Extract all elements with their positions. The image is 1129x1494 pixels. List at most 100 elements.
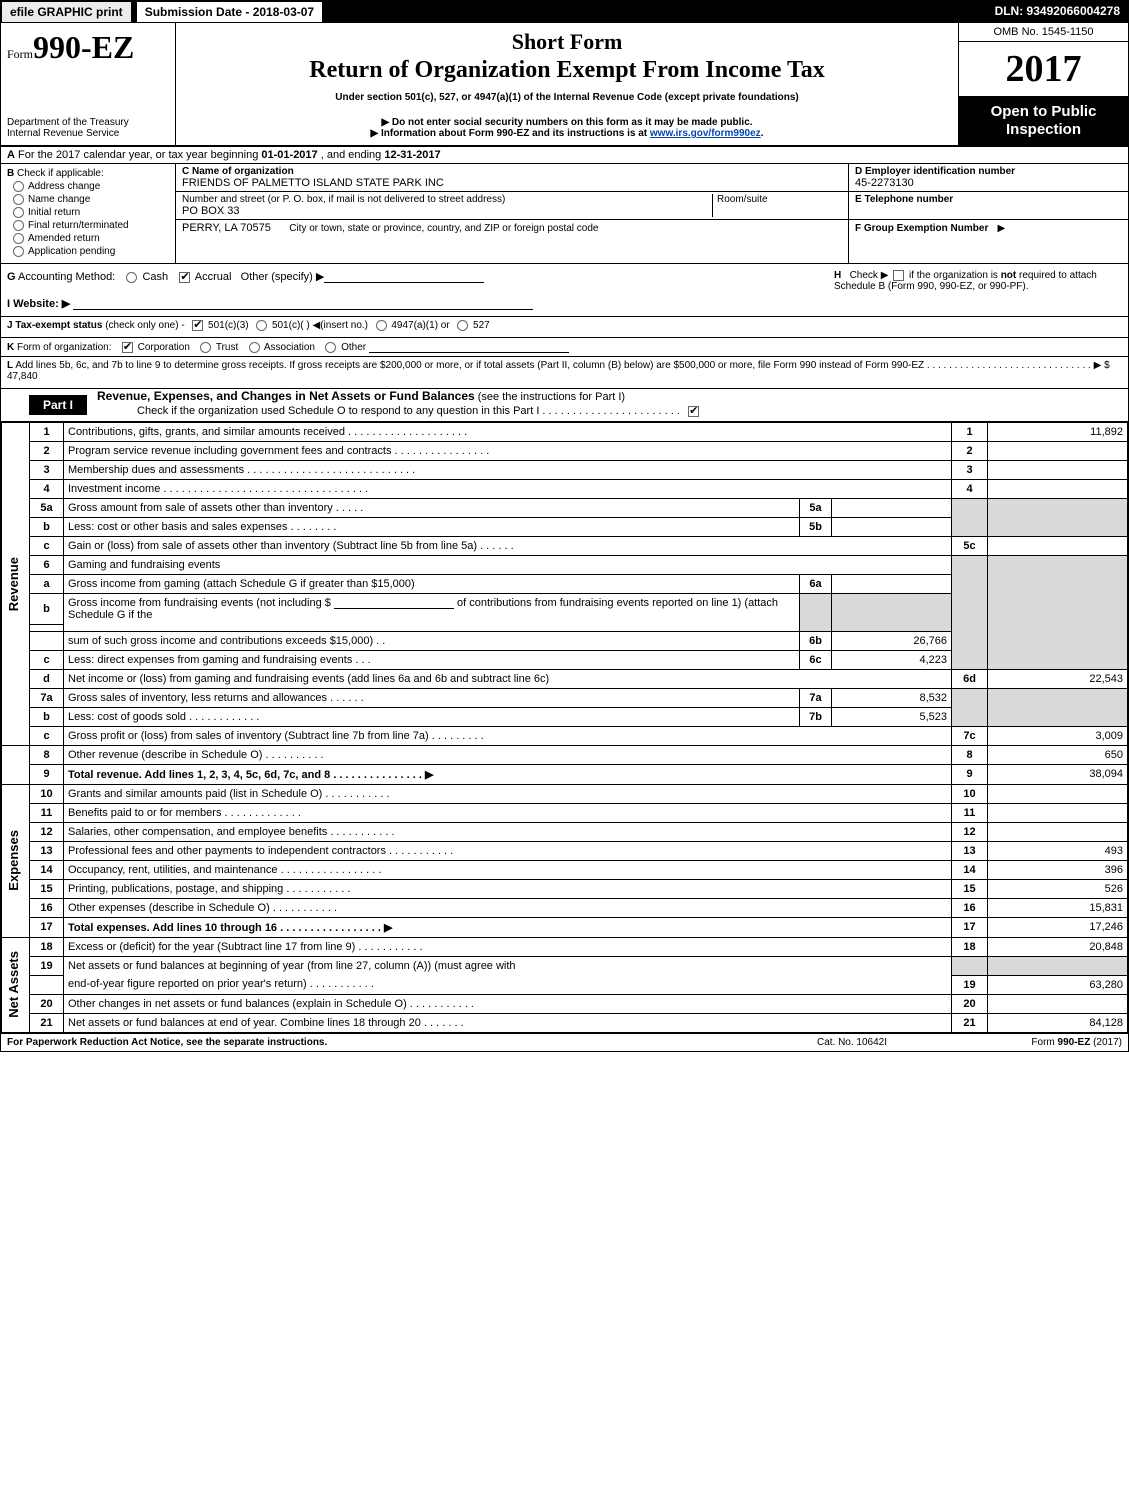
cb-name-change[interactable]: Name change [7, 194, 169, 205]
line-no: b [30, 518, 64, 537]
revenue-side-label: Revenue [2, 423, 30, 746]
j-501c[interactable] [256, 320, 267, 331]
sub-val: 5,523 [832, 707, 952, 726]
dln-number: DLN: 93492066004278 [987, 1, 1128, 23]
line-amt: 84,128 [988, 1013, 1128, 1032]
line-desc: Professional fees and other payments to … [64, 841, 952, 860]
l6b-blank[interactable] [334, 597, 454, 609]
sub-no: 5a [800, 499, 832, 518]
line-17: 17 Total expenses. Add lines 10 through … [2, 917, 1128, 937]
j-527[interactable] [457, 320, 468, 331]
radio-accrual[interactable] [179, 272, 190, 283]
line-num: 14 [952, 860, 988, 879]
line-13: 13 Professional fees and other payments … [2, 841, 1128, 860]
e-label: E Telephone number [855, 194, 1122, 205]
line-no: 5a [30, 499, 64, 518]
cb-final-return[interactable]: Final return/terminated [7, 220, 169, 231]
line-num: 15 [952, 879, 988, 898]
shade-cell [952, 556, 988, 670]
cb-label: Amended return [28, 233, 100, 244]
line-no: 14 [30, 860, 64, 879]
line-desc: Gross income from gaming (attach Schedul… [64, 575, 800, 594]
line-1: Revenue 1 Contributions, gifts, grants, … [2, 423, 1128, 442]
line-num: 11 [952, 803, 988, 822]
line-16: 16 Other expenses (describe in Schedule … [2, 898, 1128, 917]
k-other[interactable] [325, 342, 336, 353]
k-assoc[interactable] [249, 342, 260, 353]
sub-val: 4,223 [832, 650, 952, 669]
street-label: Number and street (or P. O. box, if mail… [182, 194, 712, 205]
sub-no: 5b [800, 518, 832, 537]
g-other-blank[interactable] [324, 271, 484, 283]
line-amt [988, 784, 1128, 803]
h-text1: Check ▶ [850, 270, 889, 281]
g-text: Accounting Method: [18, 271, 115, 283]
line-desc: Excess or (deficit) for the year (Subtra… [64, 937, 952, 956]
g-label: G [7, 271, 16, 283]
cb-label: Final return/terminated [28, 220, 129, 231]
line-19-top: 19 Net assets or fund balances at beginn… [2, 956, 1128, 975]
line-num: 9 [952, 764, 988, 784]
line-num: 1 [952, 423, 988, 442]
spacer [323, 1, 986, 23]
line-no: 11 [30, 803, 64, 822]
website-blank[interactable] [73, 298, 533, 310]
shade-cell [952, 688, 988, 726]
h-checkbox[interactable] [893, 270, 904, 281]
j-label: J Tax-exempt status [7, 320, 102, 331]
sub-no: 7b [800, 707, 832, 726]
footer-form-suffix: (2017) [1090, 1037, 1122, 1048]
cb-address-change[interactable]: Address change [7, 181, 169, 192]
open-to-public: Open to Public Inspection [959, 97, 1128, 145]
line-4: 4 Investment income . . . . . . . . . . … [2, 480, 1128, 499]
part1-checkbox[interactable] [688, 406, 699, 417]
line-6d: d Net income or (loss) from gaming and f… [2, 669, 1128, 688]
line-no: 16 [30, 898, 64, 917]
k-corp[interactable] [122, 342, 133, 353]
part1-title-text: Revenue, Expenses, and Changes in Net As… [97, 389, 475, 403]
line-no-blank [30, 631, 64, 650]
line-no: 9 [30, 764, 64, 784]
g-other: Other (specify) ▶ [241, 271, 325, 283]
line-desc: Total revenue. Add lines 1, 2, 3, 4, 5c,… [64, 764, 952, 784]
c-label: C Name of organization [182, 166, 842, 177]
line-18: Net Assets 18 Excess or (deficit) for th… [2, 937, 1128, 956]
line-no: c [30, 650, 64, 669]
line-14: 14 Occupancy, rent, utilities, and maint… [2, 860, 1128, 879]
cb-application-pending[interactable]: Application pending [7, 246, 169, 257]
part1-checkline: Check if the organization used Schedule … [87, 403, 1128, 421]
cb-initial-return[interactable]: Initial return [7, 207, 169, 218]
line-desc: sum of such gross income and contributio… [64, 631, 800, 650]
j-4947[interactable] [376, 320, 387, 331]
info-link[interactable]: www.irs.gov/form990ez [650, 128, 761, 139]
radio-icon [13, 233, 24, 244]
line-7c: c Gross profit or (loss) from sales of i… [2, 726, 1128, 745]
line-15: 15 Printing, publications, postage, and … [2, 879, 1128, 898]
line-num: 16 [952, 898, 988, 917]
k-other-blank[interactable] [369, 341, 569, 353]
cb-amended-return[interactable]: Amended return [7, 233, 169, 244]
cb-label: Application pending [28, 246, 115, 257]
section-k: K Form of organization: Corporation Trus… [1, 338, 1128, 357]
footer-mid: Cat. No. 10642I [742, 1037, 962, 1048]
radio-cash[interactable] [126, 272, 137, 283]
line-no-blank [30, 624, 64, 631]
k-text: Form of organization: [17, 342, 112, 353]
k-trust[interactable] [200, 342, 211, 353]
line-7a: 7a Gross sales of inventory, less return… [2, 688, 1128, 707]
efile-print-button[interactable]: efile GRAPHIC print [1, 1, 132, 23]
h-not: not [1001, 270, 1017, 281]
line-no: a [30, 575, 64, 594]
line-num: 3 [952, 461, 988, 480]
sub-val [832, 518, 952, 537]
cb-label: Address change [28, 181, 100, 192]
j-501c3[interactable] [192, 320, 203, 331]
c-street-row: Number and street (or P. O. box, if mail… [176, 192, 848, 220]
revenue-rotated: Revenue [6, 557, 21, 611]
line-no: 21 [30, 1013, 64, 1032]
line-num: 6d [952, 669, 988, 688]
line-no: c [30, 726, 64, 745]
line-no: 12 [30, 822, 64, 841]
section-l: L Add lines 5b, 6c, and 7b to line 9 to … [1, 357, 1128, 389]
form-prefix: Form [7, 47, 33, 61]
